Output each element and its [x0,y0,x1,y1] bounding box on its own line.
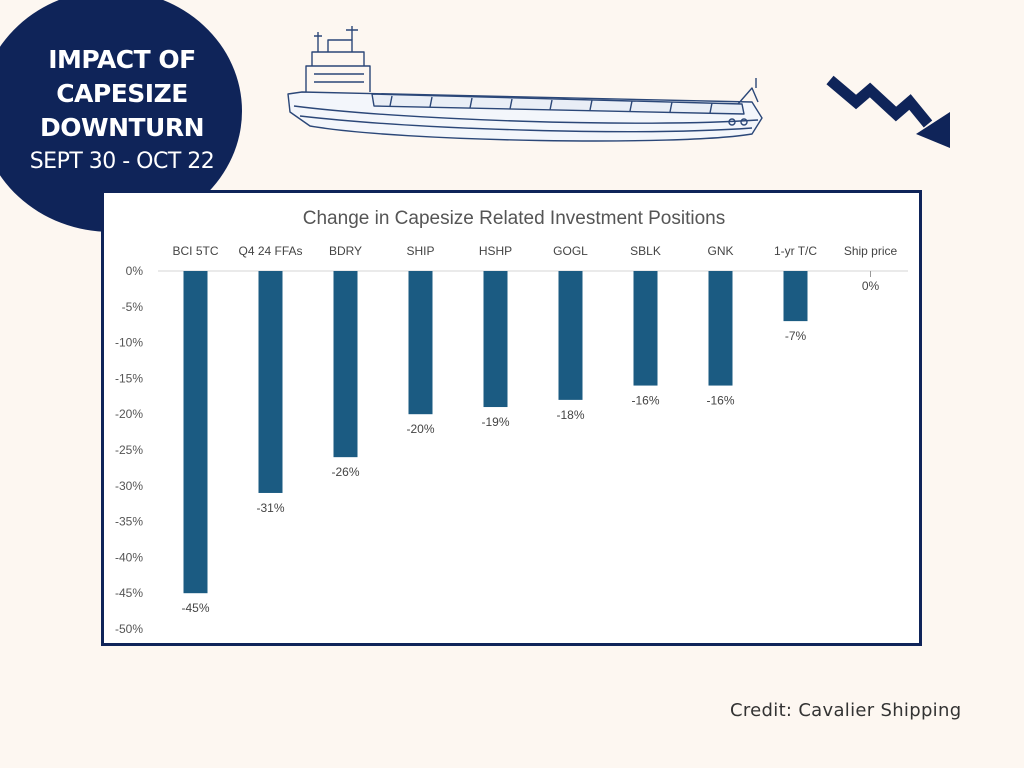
y-tick-label: -45% [115,586,143,600]
bar [708,271,733,386]
headline-line-3: DOWNTURN [39,113,205,142]
data-label: -16% [631,394,659,408]
bar [408,271,433,415]
category-label: SBLK [630,244,661,258]
bar [333,271,358,458]
bar [483,271,508,408]
bar [558,271,583,400]
y-tick-label: -5% [122,300,144,314]
y-tick-label: -25% [115,443,143,457]
downtrend-arrow-icon [826,75,950,148]
bar [183,271,208,594]
headline-line-2: CAPESIZE [56,79,188,108]
chart-title: Change in Capesize Related Investment Po… [303,208,725,229]
bar [633,271,658,386]
y-tick-label: -30% [115,479,143,493]
y-tick-label: -35% [115,515,143,529]
data-label: -19% [481,415,509,429]
category-label: Q4 24 FFAs [238,244,302,258]
y-tick-label: -20% [115,407,143,421]
category-label: SHIP [406,244,434,258]
category-label: GNK [707,244,733,258]
category-label: HSHP [479,244,512,258]
category-label: BDRY [329,244,362,258]
category-label: Ship price [844,244,898,258]
credit-text: Credit: Cavalier Shipping [730,700,962,721]
bar-chart: Change in Capesize Related Investment Po… [115,208,908,636]
title-badge: IMPACT OF CAPESIZE DOWNTURN SEPT 30 - OC… [0,0,242,232]
bulk-carrier-ship-icon [287,26,763,142]
category-label: 1-yr T/C [774,244,817,258]
data-label: -18% [556,408,584,422]
y-tick-label: -10% [115,336,143,350]
date-range: SEPT 30 - OCT 22 [29,149,215,174]
data-label: -16% [706,394,734,408]
chart-frame: Change in Capesize Related Investment Po… [101,190,922,646]
headline-line-1: IMPACT OF [48,45,196,74]
y-tick-label: -50% [115,622,143,636]
y-tick-label: 0% [126,264,144,278]
category-label: BCI 5TC [172,244,218,258]
data-label: -7% [785,329,807,343]
category-label: GOGL [553,244,588,258]
bar [258,271,283,493]
data-label: -20% [406,422,434,436]
bar [783,271,808,322]
data-label: -31% [256,501,284,515]
data-label: -26% [331,465,359,479]
data-label: -45% [181,601,209,615]
y-tick-label: -15% [115,371,143,385]
data-label: 0% [862,279,880,293]
y-tick-label: -40% [115,550,143,564]
